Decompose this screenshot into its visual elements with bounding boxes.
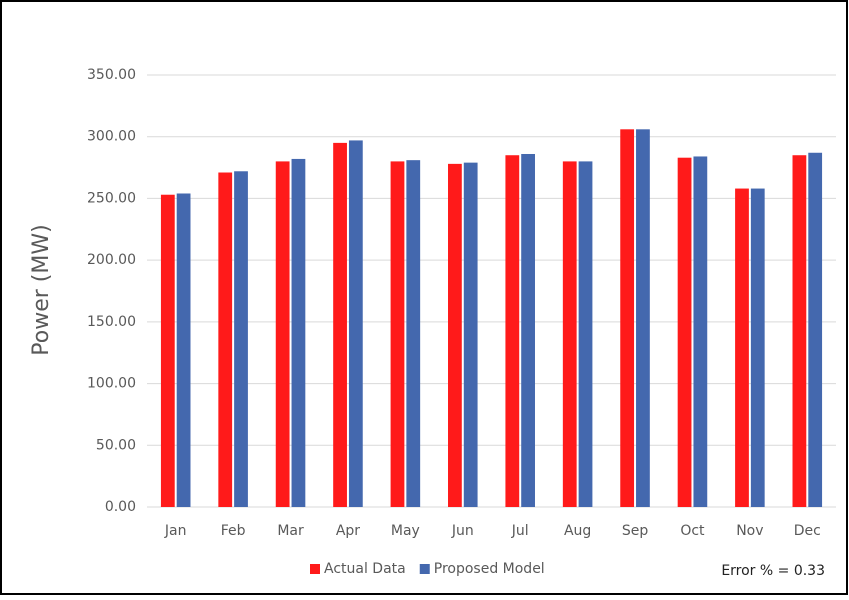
bar	[792, 155, 807, 507]
x-tick-label: Jul	[511, 523, 529, 539]
annotation: Error % = 0.33	[721, 563, 825, 579]
y-tick-label: 200.00	[87, 252, 136, 268]
bar	[390, 161, 405, 507]
bar	[218, 172, 233, 507]
bar	[693, 156, 708, 507]
x-tick-label: Mar	[277, 523, 304, 539]
bar	[636, 129, 650, 507]
bar	[808, 152, 823, 507]
bar	[620, 129, 635, 507]
bar	[234, 171, 248, 507]
bar	[291, 158, 306, 507]
bar	[348, 140, 363, 507]
bar	[176, 193, 191, 507]
y-tick-label: 100.00	[87, 376, 136, 392]
bar	[750, 188, 765, 507]
legend-label: Actual Data	[324, 561, 406, 577]
y-tick-label: 50.00	[96, 437, 136, 453]
bar	[275, 161, 290, 507]
x-tick-label: Sep	[622, 523, 649, 539]
x-tick-label: Apr	[336, 523, 360, 539]
x-tick-label: Jan	[164, 523, 187, 539]
bar	[463, 162, 478, 508]
x-tick-label: May	[391, 523, 420, 539]
y-tick-label: 350.00	[87, 67, 136, 83]
y-tick-label: 150.00	[87, 314, 136, 330]
legend-swatch	[310, 564, 320, 574]
x-tick-label: Dec	[794, 523, 821, 539]
x-tick-label: Jun	[451, 523, 474, 539]
bar	[333, 142, 347, 507]
x-tick-label: Aug	[564, 523, 591, 539]
bar	[562, 161, 577, 507]
y-tick-label: 300.00	[87, 129, 136, 145]
legend-swatch	[419, 564, 430, 574]
legend-label: Proposed Model	[434, 561, 545, 577]
bar	[578, 161, 593, 507]
bar	[448, 163, 462, 507]
bar	[160, 194, 175, 507]
bar	[521, 153, 535, 507]
bar	[735, 188, 749, 507]
bar	[406, 160, 421, 507]
y-tick-label: 0.00	[105, 499, 136, 515]
bar	[505, 155, 520, 507]
bar	[677, 157, 692, 507]
y-axis-label: Power (MW)	[29, 224, 54, 355]
x-tick-label: Oct	[680, 523, 705, 539]
x-tick-label: Nov	[736, 523, 763, 539]
x-tick-label: Feb	[221, 523, 246, 539]
y-tick-label: 250.00	[87, 190, 136, 206]
